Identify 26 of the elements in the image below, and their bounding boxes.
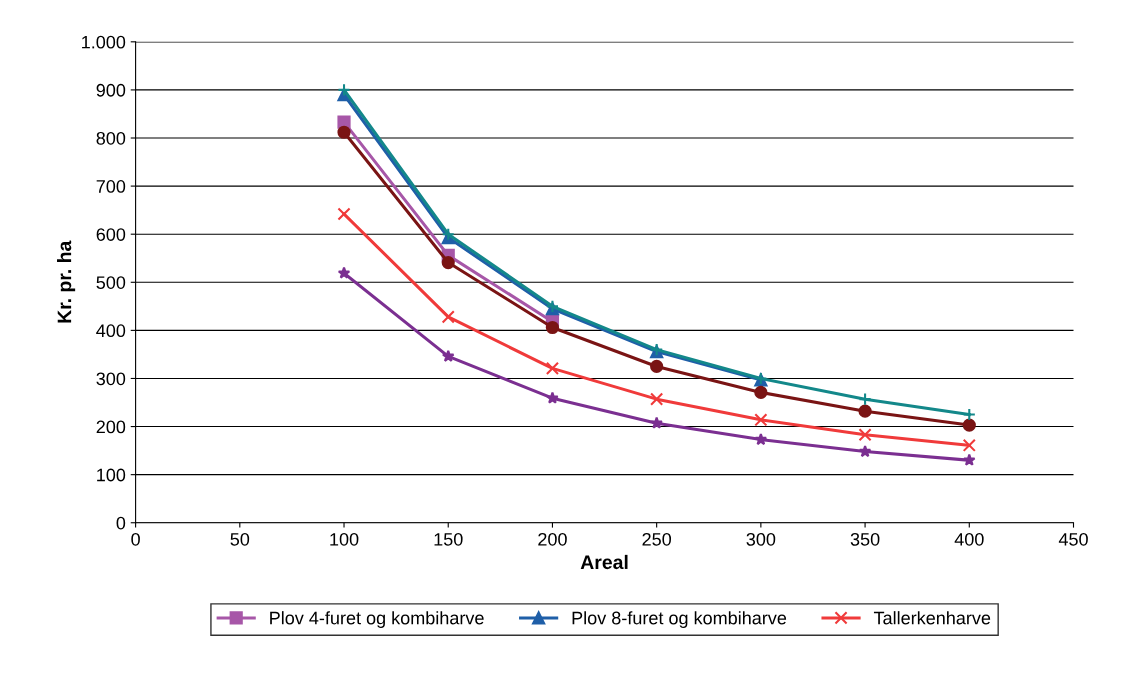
y-tick-label: 800 [96,131,126,145]
y-axis-title: Kr. pr. ha [57,240,76,323]
legend-label: Plov 4-furet og kombiharve [270,611,484,628]
x-tick-label: 100 [330,532,359,546]
y-tick-label: 1.000 [82,35,126,49]
y-tick-label: 200 [96,420,126,434]
x-tick-label: 50 [230,532,250,546]
y-tick-label: 600 [96,228,126,241]
y-tick-label: 500 [96,276,126,290]
legend-label: Plov 8-furet og kombiharve [572,611,787,628]
x-axis-title: Areal [580,554,628,570]
legend-label: Tallerkenharve [873,611,991,625]
x-tick-label: 150 [434,532,463,546]
x-tick-label: 300 [746,532,776,546]
x-tick-label: 200 [538,532,567,546]
x-tick-label: 400 [954,532,984,546]
x-tick-label: 250 [642,532,672,546]
y-tick-label: 300 [96,372,126,386]
y-tick-label: 900 [96,83,126,97]
x-tick-label: 450 [1058,532,1088,546]
y-tick-label: 0 [116,516,126,530]
x-tick-label: 0 [131,532,140,546]
y-tick-label: 400 [96,324,126,338]
y-tick-label: 100 [97,468,126,482]
y-tick-label: 700 [96,180,126,193]
x-tick-label: 350 [850,532,880,546]
